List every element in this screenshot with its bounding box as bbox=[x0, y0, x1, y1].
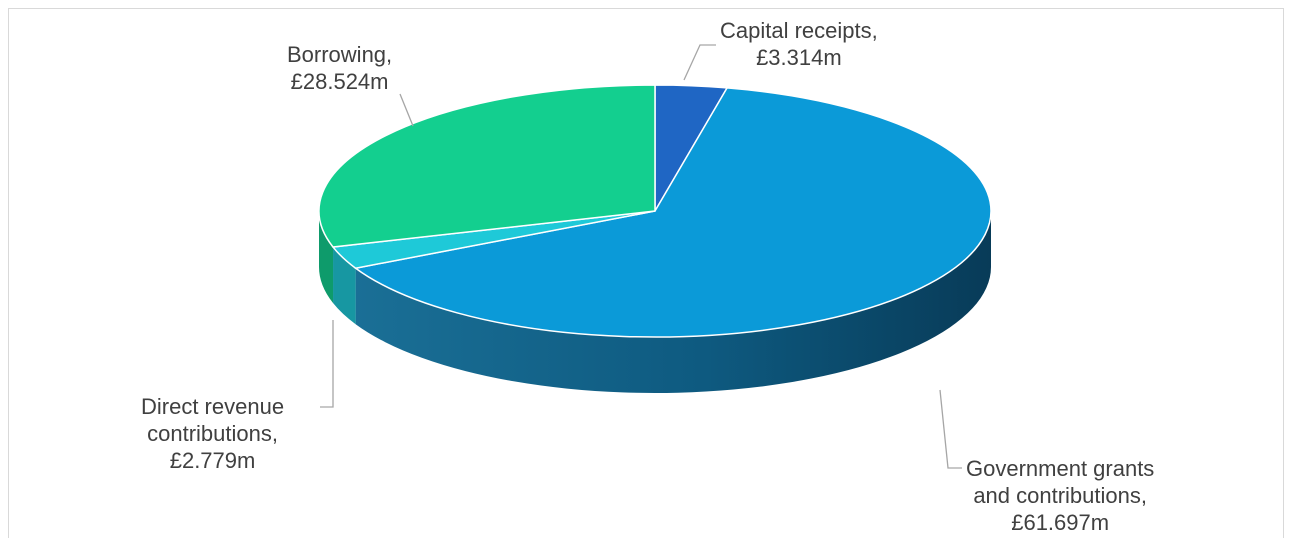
label-capital-receipts-value: £3.314m bbox=[756, 45, 842, 70]
pie-side-borrowing bbox=[319, 211, 334, 304]
label-capital-receipts-name: Capital receipts, bbox=[720, 18, 878, 43]
label-government-grants-value: £61.697m bbox=[1011, 510, 1110, 535]
label-direct-revenue-line1: Direct revenue bbox=[141, 394, 285, 419]
pie-slice-borrowing bbox=[318, 84, 656, 248]
pie-slice-government-grants-and-contributions bbox=[353, 87, 992, 338]
label-capital-receipts: Capital receipts, £3.314m bbox=[720, 17, 878, 71]
label-government-grants-line2: and contributions, bbox=[973, 483, 1147, 508]
label-direct-revenue-line2: contributions, bbox=[147, 421, 278, 446]
chart-frame bbox=[8, 8, 1284, 538]
leader-line-capital-receipts bbox=[683, 44, 716, 81]
label-borrowing: Borrowing, £28.524m bbox=[287, 41, 392, 95]
label-borrowing-name: Borrowing, bbox=[287, 42, 393, 67]
pie-side-direct-revenue-contributions bbox=[333, 247, 356, 325]
label-government-grants-line1: Government grants bbox=[966, 456, 1155, 481]
pie-side-layer bbox=[319, 211, 992, 393]
label-direct-revenue: Direct revenue contributions, £2.779m bbox=[141, 393, 284, 474]
leader-line-borrowing bbox=[399, 93, 414, 127]
label-government-grants: Government grants and contributions, £61… bbox=[966, 455, 1154, 536]
pie-top-layer bbox=[318, 84, 992, 338]
leader-line-direct-revenue bbox=[320, 320, 334, 408]
pie-side-government-grants-and-contributions bbox=[355, 211, 992, 393]
label-direct-revenue-value: £2.779m bbox=[169, 448, 256, 473]
leader-lines bbox=[320, 44, 962, 469]
leader-line-government-grants bbox=[939, 389, 962, 469]
label-borrowing-value: £28.524m bbox=[290, 69, 389, 94]
